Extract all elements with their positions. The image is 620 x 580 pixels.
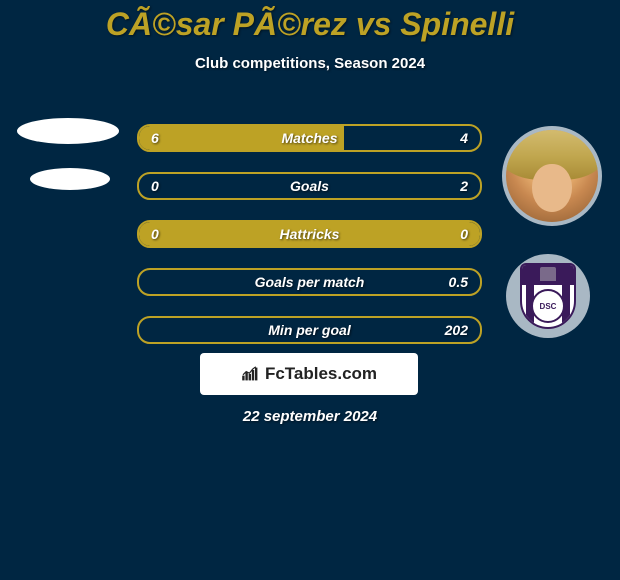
stat-value-left: 6 [151, 126, 159, 150]
stat-label: Hattricks [139, 222, 480, 246]
stat-bar: Goals per match0.5 [137, 268, 482, 296]
stat-value-right: 2 [460, 174, 468, 198]
stat-value-left: 0 [151, 174, 159, 198]
left-club-badge-placeholder [30, 168, 110, 190]
stat-bar: Hattricks0 0 [137, 220, 482, 248]
comparison-card: CÃ©sar PÃ©rez vs Spinelli Club competiti… [0, 0, 620, 580]
shield-icon: DSC [520, 263, 576, 329]
stat-bar: Matches6 4 [137, 124, 482, 152]
source-logo: FcTables.com [200, 353, 418, 395]
club-initials: DSC [531, 289, 565, 323]
page-subtitle: Club competitions, Season 2024 [0, 55, 620, 72]
stats-bars: Matches64Goals02Hattricks00Goals per mat… [137, 124, 482, 364]
stat-bar: Min per goal202 [137, 316, 482, 344]
right-club-badge: DSC [506, 254, 590, 338]
stat-label: Min per goal [139, 318, 480, 342]
left-player-column [8, 118, 128, 214]
stat-value-right: 202 [445, 318, 468, 342]
stat-label: Goals per match [139, 270, 480, 294]
stat-bar: Goals0 2 [137, 172, 482, 200]
source-logo-text: FcTables.com [265, 364, 377, 384]
stat-value-left: 0 [151, 222, 159, 246]
left-player-avatar-placeholder [17, 118, 119, 144]
stat-label: Matches [139, 126, 480, 150]
date-text: 22 september 2024 [0, 408, 620, 425]
stat-value-right: 0.5 [449, 270, 468, 294]
right-player-avatar [502, 126, 602, 226]
chart-bars-icon [241, 366, 261, 382]
stat-label: Goals [139, 174, 480, 198]
stat-value-right: 0 [460, 222, 468, 246]
stat-value-right: 4 [460, 126, 468, 150]
page-title: CÃ©sar PÃ©rez vs Spinelli [0, 0, 620, 43]
right-player-column: DSC [502, 126, 602, 338]
